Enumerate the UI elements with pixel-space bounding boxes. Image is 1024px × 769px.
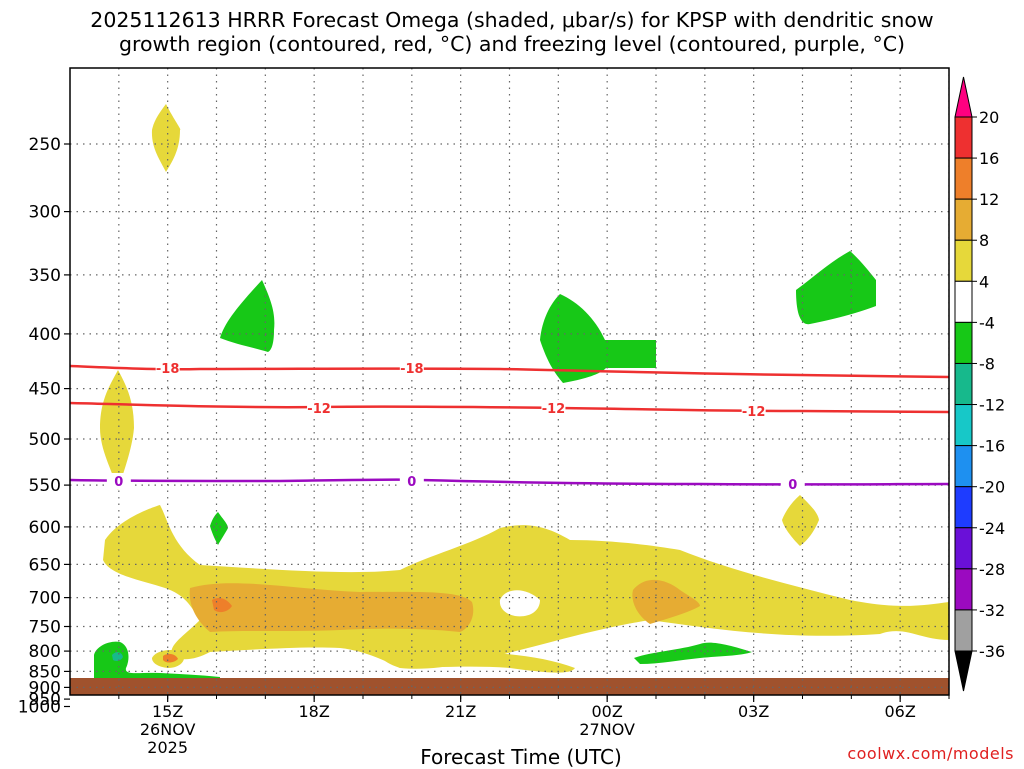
colorbar-segment-4 — [954, 280, 973, 323]
contour-label--12-0: -12 — [307, 402, 331, 417]
y-tick-label-600: 600 — [29, 518, 61, 538]
colorbar-segment-11 — [954, 568, 973, 611]
plot-grid — [70, 68, 949, 695]
x-tick-label-03Z: 03Z — [738, 702, 769, 721]
colorbar-segment-1 — [954, 157, 973, 200]
y-tick-label-250: 250 — [29, 135, 61, 155]
credit-text: coolwx.com/models — [847, 744, 1014, 763]
colorbar-segment-9 — [954, 486, 973, 529]
x-tick-label-00Z: 00Z — [592, 702, 623, 721]
x-tick-label-21Z: 21Z — [445, 702, 476, 721]
contour-label--12-1: -12 — [542, 402, 566, 417]
contour-label-bg--12-2 — [741, 403, 766, 419]
colorbar-label-1: 16 — [979, 149, 999, 168]
contour-label-bg--18-0 — [155, 360, 180, 376]
colorbar-segment-8 — [954, 445, 973, 488]
contour-label-bg--12-0 — [307, 400, 332, 416]
x-tick-label-18Z: 18Z — [299, 702, 330, 721]
colorbar-label-2: 12 — [979, 190, 999, 209]
x-tick-date-27NOV: 27NOV — [579, 720, 635, 739]
x-tick-label-15Z: 15Z — [152, 702, 183, 721]
colorbar-label-4: 4 — [979, 272, 989, 291]
y-tick-label-400: 400 — [29, 325, 61, 345]
y-tick-label-950: 950 — [29, 690, 61, 710]
omega-region-neg4-neg8-b — [540, 294, 656, 383]
colorbar-label-11: -28 — [979, 560, 1005, 579]
colorbar-segment-5 — [954, 321, 973, 364]
x-axis-label: Forecast Time (UTC) — [420, 745, 622, 769]
x-tick-year: 2025 — [147, 738, 188, 757]
y-axis-pressure: 2503003504004505005506006507007508008509… — [18, 135, 70, 718]
colorbar-segment-12 — [954, 609, 973, 652]
colorbar-top-arrow — [954, 76, 973, 118]
colorbar-segment-0 — [954, 116, 973, 159]
y-tick-label-350: 350 — [29, 266, 61, 286]
y-tick-label-650: 650 — [29, 555, 61, 575]
y-tick-label-450: 450 — [29, 380, 61, 400]
contour-label--18-0: -18 — [156, 362, 180, 377]
colorbar-segment-2 — [954, 198, 973, 241]
y-tick-label-500: 500 — [29, 430, 61, 450]
contour-label--18-1: -18 — [400, 362, 424, 377]
contour-label-bg-0-2 — [780, 476, 805, 492]
colorbar-segment-10 — [954, 527, 973, 570]
omega-region-neg4-neg8-c — [796, 251, 876, 325]
contour-label-bg-0-1 — [399, 473, 424, 489]
omega-hole-0000z — [499, 590, 540, 617]
omega-region-8-12-d — [163, 653, 178, 663]
colorbar-segment-3 — [954, 239, 973, 282]
colorbar-label-9: -20 — [979, 478, 1005, 497]
contour-label-bg--12-1 — [541, 400, 566, 416]
omega-region-neg4-neg8-e — [94, 641, 220, 680]
contour-label-0-2: 0 — [788, 478, 797, 493]
omega-region-8-12-b — [632, 579, 700, 624]
x-tick-label-06Z: 06Z — [885, 702, 916, 721]
omega-region-4-8-sfc-east — [380, 650, 575, 673]
omega-region-4-8-0400z — [782, 495, 819, 546]
contour-minus18-line — [70, 364, 949, 379]
contour-label--12-2: -12 — [742, 405, 766, 420]
y-tick-label-550: 550 — [29, 476, 61, 496]
contour-labels: -18 -18 -12 -12 -12 0 0 0 — [106, 360, 805, 493]
y-tick-label-900: 900 — [29, 678, 61, 698]
colorbar-segment-7 — [954, 404, 973, 447]
colorbar-label-12: -32 — [979, 601, 1005, 620]
colorbar-segment-6 — [954, 362, 973, 406]
omega-region-4-8-midlevel — [100, 370, 134, 490]
omega-region-neg8-neg12 — [112, 652, 123, 661]
y-tick-label-850: 850 — [29, 662, 61, 682]
colorbar-label-6: -8 — [979, 354, 995, 373]
y-tick-label-300: 300 — [29, 203, 61, 223]
omega-region-8-12-a — [189, 583, 474, 632]
contour-label-0-0: 0 — [114, 475, 123, 490]
omega-region-neg4-neg8-f — [634, 642, 752, 664]
colorbar-label-8: -16 — [979, 437, 1005, 456]
colorbar-label-0: 20 — [979, 108, 999, 127]
contour-label-bg-0-0 — [106, 473, 131, 489]
colorbar: 20 16 12 8 4 -4 -8 -12 -16 -20 -24 -28 -32 -36 — [954, 76, 1005, 692]
colorbar-label-7: -12 — [979, 396, 1005, 415]
omega-shading: -18 -18 -12 -12 -12 0 0 0 — [70, 68, 949, 695]
x-tick-date-26NOV: 26NOV — [140, 720, 196, 739]
omega-region-neg4-neg8-d — [210, 512, 228, 545]
contour-label-bg--18-1 — [399, 360, 424, 376]
colorbar-label-5: -4 — [979, 313, 995, 332]
y-tick-label-700: 700 — [29, 589, 61, 609]
y-tick-label-800: 800 — [29, 642, 61, 662]
y-tick-label-1000: 1000 — [18, 698, 61, 718]
colorbar-label-13: -36 — [979, 642, 1005, 661]
colorbar-bottom-arrow — [954, 650, 973, 692]
contour-label-0-1: 0 — [407, 475, 416, 490]
colorbar-label-10: -24 — [979, 519, 1005, 538]
omega-region-4-8-upper — [151, 104, 181, 172]
colorbar-label-3: 8 — [979, 231, 989, 250]
chart-title-line-1: 2025112613 HRRR Forecast Omega (shaded, … — [90, 8, 934, 32]
y-tick-label-750: 750 — [29, 618, 61, 638]
chart-title-line-2: growth region (contoured, red, °C) and f… — [118, 32, 906, 56]
